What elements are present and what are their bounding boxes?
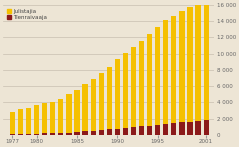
Bar	[74, 132, 80, 135]
Bar	[203, 120, 209, 135]
Bar	[203, 0, 209, 120]
Bar	[42, 133, 47, 135]
Bar	[26, 108, 31, 134]
Bar	[147, 34, 152, 126]
Bar	[123, 53, 128, 128]
Bar	[58, 99, 64, 133]
Bar	[171, 123, 176, 135]
Bar	[179, 122, 185, 135]
Bar	[10, 112, 15, 134]
Bar	[34, 134, 39, 135]
Bar	[50, 133, 55, 135]
Bar	[99, 73, 104, 130]
Bar	[74, 90, 80, 132]
Bar	[131, 127, 136, 135]
Bar	[196, 0, 201, 121]
Bar	[91, 131, 96, 135]
Bar	[58, 133, 64, 135]
Bar	[18, 134, 23, 135]
Bar	[18, 109, 23, 134]
Legend: Julistajia, Tienraivaaja: Julistajia, Tienraivaaja	[5, 7, 49, 21]
Bar	[42, 103, 47, 133]
Bar	[10, 134, 15, 135]
Bar	[155, 27, 160, 125]
Bar	[82, 131, 88, 135]
Bar	[139, 41, 144, 126]
Bar	[66, 94, 71, 133]
Bar	[196, 121, 201, 135]
Bar	[107, 67, 112, 129]
Bar	[34, 105, 39, 134]
Bar	[155, 125, 160, 135]
Bar	[187, 122, 193, 135]
Bar	[123, 128, 128, 135]
Bar	[139, 126, 144, 135]
Bar	[107, 129, 112, 135]
Bar	[163, 20, 168, 124]
Bar	[163, 124, 168, 135]
Bar	[115, 128, 120, 135]
Bar	[66, 133, 71, 135]
Bar	[99, 130, 104, 135]
Bar	[179, 11, 185, 122]
Bar	[82, 84, 88, 131]
Bar	[147, 126, 152, 135]
Bar	[115, 59, 120, 128]
Bar	[187, 7, 193, 122]
Bar	[50, 102, 55, 133]
Bar	[91, 79, 96, 131]
Bar	[131, 47, 136, 127]
Bar	[171, 16, 176, 123]
Bar	[26, 134, 31, 135]
